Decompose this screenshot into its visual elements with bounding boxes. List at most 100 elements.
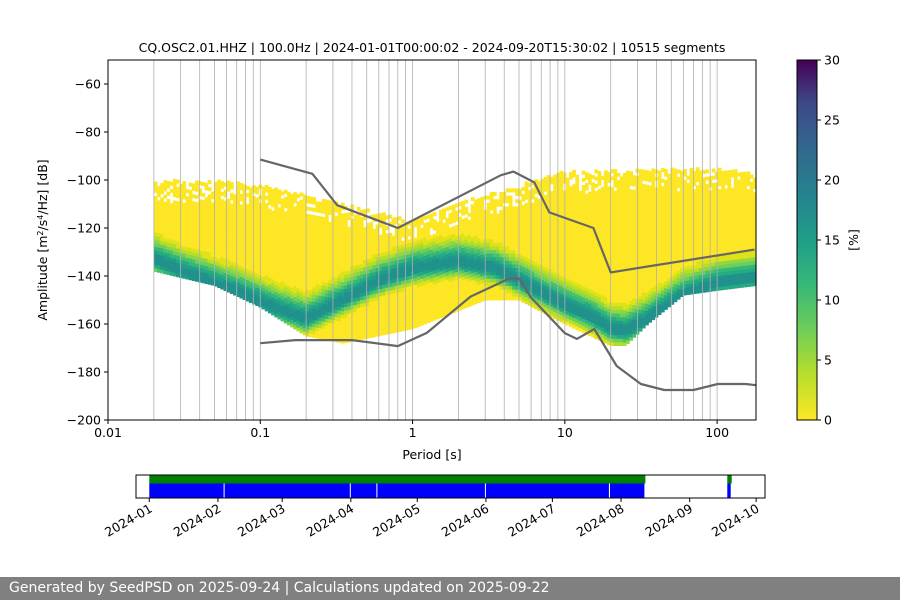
density-cell [534, 261, 538, 266]
density-cell [220, 235, 225, 240]
density-cell [274, 270, 279, 275]
density-cell [445, 239, 450, 244]
density-cell [619, 291, 624, 296]
density-cell [188, 207, 193, 212]
density-cell [461, 229, 466, 234]
density-cell [448, 306, 453, 311]
density-cell [553, 282, 557, 287]
density-cell [603, 325, 608, 330]
density-cell [293, 217, 298, 222]
density-cell [553, 250, 557, 255]
density-cell [372, 253, 377, 258]
density-cell [401, 323, 405, 328]
density-cell [204, 247, 209, 252]
density-cell [239, 247, 244, 252]
density-cell [366, 309, 370, 314]
density-cell [426, 247, 431, 252]
density-cell [309, 243, 313, 248]
density-cell [610, 194, 614, 199]
density-cell [581, 307, 586, 312]
density-cell [404, 326, 408, 331]
density-cell [432, 262, 437, 267]
density-cell [261, 262, 266, 267]
density-cell [353, 283, 358, 288]
density-cell [521, 186, 526, 191]
density-cell [420, 282, 424, 286]
density-cell [578, 233, 583, 238]
density-cell [486, 278, 491, 283]
density-cell [372, 322, 377, 327]
density-cell [280, 202, 285, 207]
density-cell [388, 275, 393, 280]
density-cell [264, 242, 269, 247]
density-cell [534, 283, 538, 288]
density-cell [413, 291, 418, 296]
density-cell [616, 187, 621, 192]
density-cell [629, 243, 633, 248]
density-cell [233, 194, 237, 199]
density-cell [318, 245, 323, 250]
density-cell [461, 222, 466, 227]
density-cell [248, 266, 253, 271]
density-cell [328, 261, 332, 266]
density-cell [334, 291, 339, 296]
density-cell [299, 228, 304, 233]
density-cell [597, 181, 602, 186]
density-cell [201, 182, 206, 187]
density-cell [499, 246, 504, 250]
density-cell [271, 250, 275, 255]
density-cell [451, 208, 456, 213]
density-cell [315, 284, 320, 289]
density-cell [210, 256, 215, 261]
density-cell [283, 214, 288, 219]
density-cell [429, 235, 434, 240]
density-cell [464, 257, 469, 262]
density-cell [229, 279, 234, 284]
density-cell [508, 256, 513, 261]
density-cell [407, 304, 412, 309]
density-cell [470, 240, 475, 245]
density-cell [607, 236, 611, 241]
density-cell [416, 279, 421, 284]
density-cell [575, 257, 580, 262]
density-cell [496, 202, 500, 207]
density-cell [565, 260, 570, 265]
density-cell [195, 216, 199, 221]
density-cell [613, 183, 618, 188]
density-cell [546, 232, 551, 237]
density-cell [274, 244, 279, 249]
density-cell [480, 265, 485, 270]
density-cell [524, 228, 529, 233]
density-cell [597, 278, 602, 283]
density-cell [616, 320, 621, 325]
density-cell [404, 323, 408, 327]
density-cell [299, 314, 304, 319]
density-cell [229, 264, 234, 269]
density-cell [220, 267, 225, 272]
density-cell [626, 339, 630, 344]
density-cell [185, 268, 190, 273]
density-cell [584, 308, 589, 313]
density-cell [527, 258, 532, 263]
density-cell [182, 217, 187, 222]
density-cell [315, 309, 320, 314]
density-cell [477, 270, 481, 275]
density-cell [578, 323, 583, 328]
density-cell [534, 290, 538, 295]
density-cell [550, 266, 554, 271]
density-cell [353, 308, 358, 313]
density-cell [328, 232, 332, 237]
density-cell [603, 278, 608, 283]
density-cell [607, 254, 611, 259]
density-cell [220, 206, 225, 211]
density-cell [334, 327, 339, 332]
density-cell [321, 216, 326, 221]
density-cell [451, 247, 456, 252]
density-cell [581, 228, 586, 233]
density-cell [239, 265, 244, 270]
density-cell [337, 313, 342, 318]
density-cell [572, 213, 576, 217]
density-cell [489, 282, 494, 286]
density-cell [188, 197, 193, 202]
density-cell [394, 220, 399, 225]
